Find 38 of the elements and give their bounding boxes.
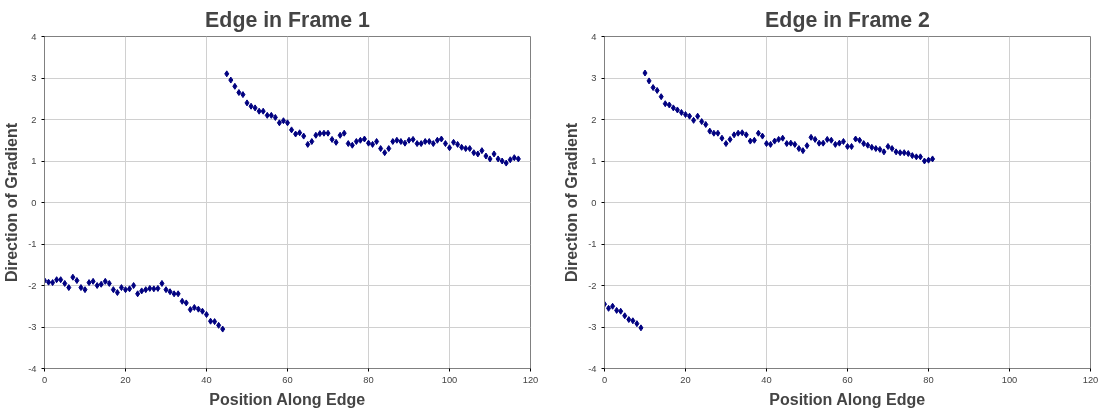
x-tick-label: 40 xyxy=(201,374,212,385)
x-tick-label: 20 xyxy=(120,374,131,385)
x-tick-label: 120 xyxy=(1082,374,1099,385)
y-tick-label: 0 xyxy=(591,197,597,208)
x-tick-label: 60 xyxy=(842,374,853,385)
y-axis-title: Direction of Gradient xyxy=(563,122,581,283)
y-tick-label: -4 xyxy=(588,363,597,374)
y-tick-label: 2 xyxy=(31,114,37,125)
y-tick-label: 2 xyxy=(591,114,597,125)
x-tick-label: 0 xyxy=(601,374,608,385)
x-tick-label: 120 xyxy=(522,374,539,385)
y-tick-label: -1 xyxy=(28,239,37,249)
y-axis-title: Direction of Gradient xyxy=(3,122,21,283)
x-tick-label: 100 xyxy=(1001,374,1018,385)
x-tick-label: 100 xyxy=(441,374,458,385)
y-tick-label: -3 xyxy=(588,322,597,332)
y-tick-label: -3 xyxy=(28,322,37,332)
x-tick-label: 20 xyxy=(680,374,691,385)
y-tick-label: 3 xyxy=(31,73,37,83)
chart-title: Edge in Frame 1 xyxy=(205,7,371,32)
y-tick-label: 1 xyxy=(591,156,597,166)
x-axis-title: Position Along Edge xyxy=(769,390,926,408)
chart-title: Edge in Frame 2 xyxy=(765,7,930,32)
x-tick-label: 80 xyxy=(363,374,374,385)
y-tick-label: 0 xyxy=(31,197,37,208)
y-tick-label: -2 xyxy=(28,280,37,291)
y-tick-label: 4 xyxy=(31,31,37,42)
x-tick-label: 40 xyxy=(761,374,772,385)
y-tick-label: 3 xyxy=(591,73,597,83)
x-tick-label: 0 xyxy=(41,374,48,385)
y-tick-label: 1 xyxy=(31,156,37,166)
y-tick-label: 4 xyxy=(591,31,597,42)
x-tick-label: 80 xyxy=(923,374,934,385)
y-tick-label: -2 xyxy=(588,280,597,291)
y-tick-label: -4 xyxy=(28,363,37,374)
x-tick-label: 60 xyxy=(282,374,293,385)
y-tick-label: -1 xyxy=(588,239,597,249)
x-axis-title: Position Along Edge xyxy=(209,390,366,408)
